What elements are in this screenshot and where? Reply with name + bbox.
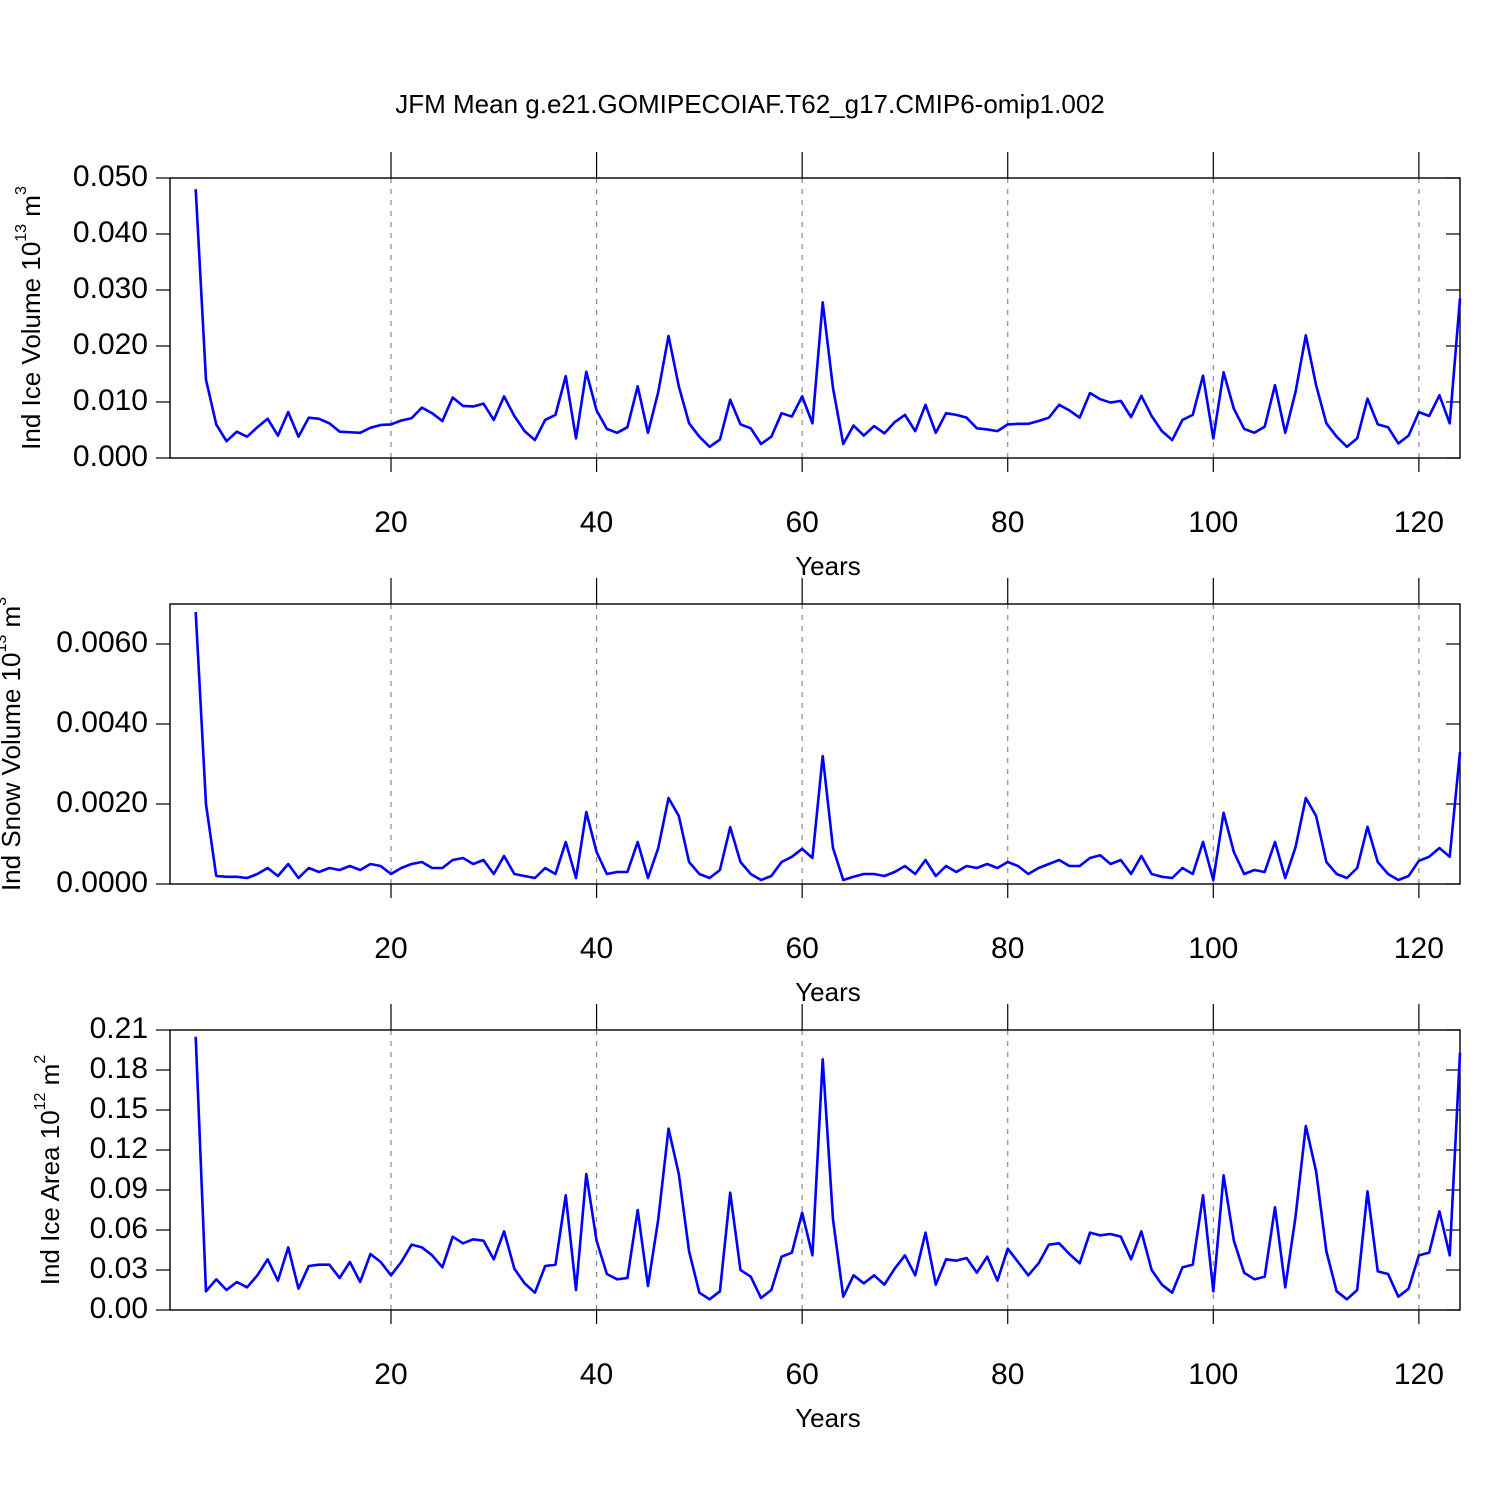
y-axis-label-part: Ind Snow Volume 10 — [0, 653, 26, 892]
x-tick-label: 40 — [580, 1358, 613, 1391]
x-tick-label: 80 — [991, 932, 1024, 965]
y-axis-label-superscript: 2 — [32, 1055, 49, 1064]
y-axis-label-superscript: 3 — [0, 597, 10, 606]
y-axis-label-part: m — [35, 1064, 65, 1093]
x-tick-label: 20 — [374, 1358, 407, 1391]
y-tick-label: 0.010 — [73, 384, 148, 417]
x-axis-label: Years — [795, 551, 861, 581]
y-tick-label: 0.12 — [90, 1132, 148, 1165]
x-tick-label: 40 — [580, 932, 613, 965]
y-tick-label: 0.000 — [73, 440, 148, 473]
y-tick-label: 0.050 — [73, 160, 148, 193]
y-axis-label-part: m — [0, 606, 26, 635]
data-line — [194, 189, 1462, 449]
y-tick-label: 0.0020 — [56, 786, 148, 819]
y-tick-label: 0.0000 — [56, 866, 148, 899]
y-tick-label: 0.15 — [90, 1092, 148, 1125]
plot-frame — [169, 603, 1461, 885]
y-tick-label: 0.040 — [73, 216, 148, 249]
y-tick-label: 0.020 — [73, 328, 148, 361]
x-tick-label: 120 — [1394, 932, 1444, 965]
y-axis-label: Ind Ice Area 1012 m2 — [32, 1055, 65, 1286]
y-axis-label-superscript: 13 — [13, 224, 30, 242]
x-tick-label: 40 — [580, 506, 613, 539]
x-tick-label: 20 — [374, 506, 407, 539]
y-axis-label-superscript: 13 — [0, 635, 10, 653]
x-tick-label: 80 — [991, 1358, 1024, 1391]
y-axis-label-part: m — [16, 195, 46, 224]
y-axis-label-part: Ind Ice Area 10 — [35, 1110, 65, 1285]
y-tick-label: 0.00 — [90, 1292, 148, 1325]
x-tick-label: 60 — [785, 506, 818, 539]
x-tick-label: 60 — [785, 1358, 818, 1391]
y-tick-label: 0.09 — [90, 1172, 148, 1205]
chart-title: JFM Mean g.e21.GOMIPECOIAF.T62_g17.CMIP6… — [395, 89, 1105, 119]
y-tick-label: 0.0040 — [56, 706, 148, 739]
x-tick-label: 120 — [1394, 1358, 1444, 1391]
y-tick-label: 0.18 — [90, 1052, 148, 1085]
y-tick-label: 0.21 — [90, 1012, 148, 1045]
x-tick-label: 100 — [1188, 932, 1238, 965]
x-tick-label: 20 — [374, 932, 407, 965]
y-axis-label-superscript: 12 — [32, 1092, 49, 1110]
plot-frame — [169, 1029, 1461, 1311]
y-tick-label: 0.03 — [90, 1252, 148, 1285]
y-axis-label-part: Ind Ice Volume 10 — [16, 242, 46, 450]
x-tick-label: 80 — [991, 506, 1024, 539]
plot-frame — [169, 177, 1461, 459]
y-axis-label: Ind Snow Volume 1013 m3 — [0, 597, 26, 891]
y-tick-label: 0.06 — [90, 1212, 148, 1245]
x-axis-label: Years — [795, 1403, 861, 1433]
data-line — [194, 611, 1462, 882]
y-tick-label: 0.0060 — [56, 626, 148, 659]
x-tick-label: 100 — [1188, 506, 1238, 539]
data-line — [194, 1036, 1462, 1301]
y-axis-label: Ind Ice Volume 1013 m3 — [13, 186, 46, 450]
x-tick-label: 120 — [1394, 506, 1444, 539]
x-tick-label: 100 — [1188, 1358, 1238, 1391]
x-tick-label: 60 — [785, 932, 818, 965]
y-axis-label-superscript: 3 — [13, 186, 30, 195]
x-axis-label: Years — [795, 977, 861, 1007]
y-tick-label: 0.030 — [73, 272, 148, 305]
